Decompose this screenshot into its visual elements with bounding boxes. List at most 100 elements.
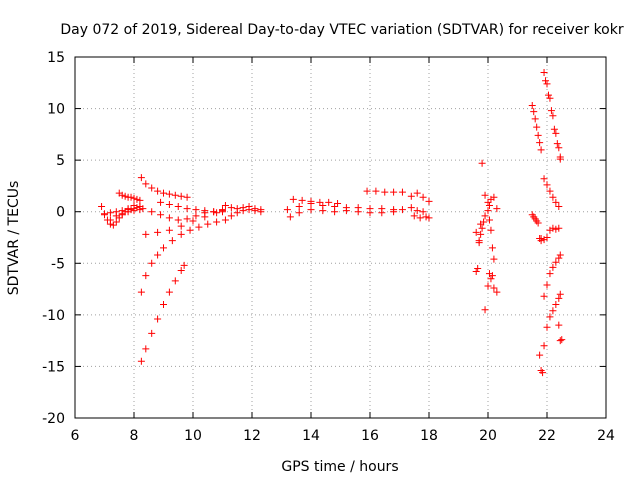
- data-point: [233, 205, 241, 213]
- y-tick-label: -15: [42, 359, 65, 375]
- data-point: [555, 203, 563, 211]
- data-point: [543, 181, 551, 189]
- data-point: [493, 288, 501, 296]
- data-point: [407, 192, 415, 200]
- data-point: [484, 282, 492, 290]
- data-point: [154, 315, 162, 323]
- x-tick-label: 22: [538, 428, 556, 444]
- data-point: [112, 218, 120, 226]
- data-point: [204, 220, 212, 228]
- data-point: [137, 174, 145, 182]
- data-point: [543, 80, 551, 88]
- data-point: [213, 218, 221, 226]
- data-point: [378, 209, 386, 217]
- series-arc-r: [410, 212, 433, 222]
- data-point: [295, 203, 303, 211]
- data-point: [488, 272, 496, 280]
- data-point: [552, 198, 560, 206]
- series-arc-ad: [540, 251, 564, 300]
- data-point: [148, 208, 156, 216]
- data-point: [112, 212, 120, 220]
- data-point: [556, 153, 564, 161]
- data-point: [555, 294, 563, 302]
- series-arc-j: [137, 261, 188, 365]
- x-tick-label: 12: [243, 428, 261, 444]
- y-tick-label: -5: [51, 256, 65, 272]
- data-point: [477, 220, 485, 228]
- data-point: [537, 235, 545, 243]
- data-point: [484, 198, 492, 206]
- data-point: [286, 213, 294, 221]
- series-arc-n: [286, 206, 398, 221]
- series-arc-i: [137, 218, 221, 296]
- data-point: [342, 207, 350, 215]
- x-tick-label: 20: [479, 428, 497, 444]
- series-arc-u: [478, 159, 501, 296]
- y-tick-label: 0: [56, 205, 65, 221]
- data-point: [552, 301, 560, 309]
- data-point: [168, 237, 176, 245]
- x-tick-label: 18: [420, 428, 438, 444]
- data-point: [160, 189, 167, 197]
- data-point: [528, 101, 536, 109]
- data-point: [533, 123, 541, 131]
- data-point: [127, 193, 135, 201]
- series-arc-c: [115, 189, 144, 204]
- data-point: [407, 204, 415, 212]
- data-point: [130, 194, 138, 202]
- data-point: [419, 193, 427, 201]
- data-point: [381, 188, 389, 196]
- x-tick-label: 8: [130, 428, 139, 444]
- data-point: [227, 212, 235, 220]
- data-point: [227, 204, 235, 212]
- data-point: [201, 213, 209, 221]
- data-point: [552, 225, 560, 233]
- data-point: [154, 228, 162, 236]
- data-point: [556, 251, 564, 259]
- data-point: [555, 224, 563, 232]
- data-point: [165, 200, 173, 208]
- data-point: [543, 323, 551, 331]
- data-point: [142, 180, 150, 188]
- data-point: [552, 129, 560, 137]
- data-point: [174, 216, 182, 224]
- grid-lines: [75, 57, 606, 418]
- data-point: [540, 68, 548, 76]
- data-point: [390, 208, 398, 216]
- data-point: [487, 275, 495, 283]
- data-point: [366, 209, 374, 217]
- x-tick-label: 10: [184, 428, 202, 444]
- series-arc-f: [139, 205, 226, 224]
- series-arc-z: [540, 68, 564, 163]
- y-tick-label: -20: [42, 411, 65, 427]
- data-point: [160, 244, 167, 252]
- data-point: [124, 208, 132, 216]
- data-point: [289, 195, 297, 203]
- data-point: [553, 140, 561, 148]
- data-point: [101, 211, 108, 219]
- data-point: [136, 196, 144, 204]
- data-point: [549, 193, 557, 201]
- series-arc-l: [221, 202, 265, 214]
- data-point: [221, 202, 229, 210]
- y-tick-label: 10: [47, 102, 65, 118]
- data-point: [121, 192, 129, 200]
- data-point: [148, 259, 156, 267]
- data-point: [142, 230, 150, 238]
- data-point: [556, 290, 564, 298]
- data-point: [488, 244, 496, 252]
- data-point: [354, 208, 362, 216]
- data-point: [307, 197, 315, 205]
- data-point: [536, 139, 544, 147]
- data-point: [555, 321, 563, 329]
- data-point: [331, 208, 339, 216]
- data-point: [201, 207, 209, 215]
- data-point: [425, 214, 433, 222]
- data-point: [239, 204, 247, 212]
- data-point: [398, 206, 406, 214]
- data-point: [543, 234, 551, 241]
- data-point: [219, 208, 226, 216]
- series-arc-q: [407, 189, 433, 205]
- data-point: [316, 198, 324, 206]
